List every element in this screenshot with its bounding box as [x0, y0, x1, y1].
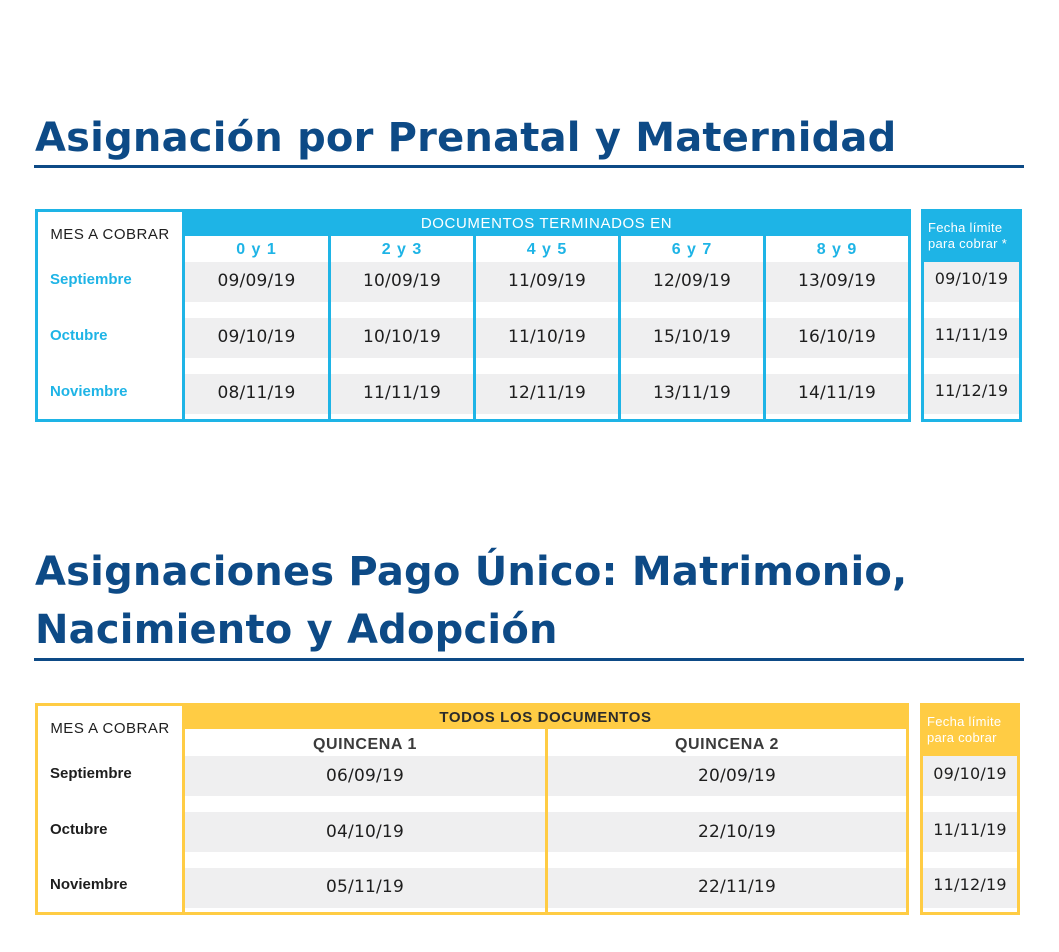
date-cell: 11/10/19 — [508, 327, 586, 347]
date-cell: 09/10/19 — [217, 327, 296, 347]
date-cell: 04/10/19 — [326, 822, 404, 842]
limit-date-cell: 11/11/19 — [934, 325, 1009, 344]
date-cell: 22/10/19 — [698, 822, 776, 842]
date-cell: 13/11/19 — [653, 383, 731, 403]
date-cell: 05/11/19 — [326, 877, 404, 897]
limit-date-cell: 09/10/19 — [933, 764, 1007, 783]
column-divider — [763, 236, 766, 419]
column-header: QUINCENA 2 — [674, 736, 780, 753]
date-cell: 22/11/19 — [698, 877, 776, 897]
limit-date-column: Fecha límite para cobrar * 09/10/19 11/1… — [921, 209, 1022, 422]
column-header: 4 y 5 — [526, 241, 568, 258]
column-divider — [182, 212, 185, 419]
limit-header-line1: Fecha límite — [928, 220, 1003, 235]
limit-header: Fecha límite para cobrar * — [924, 212, 1019, 266]
column-divider — [545, 729, 548, 912]
table-row-background — [923, 868, 1017, 908]
mes-header: MES A COBRAR — [50, 226, 170, 243]
table-row-background — [924, 318, 1019, 358]
section1-title-rule — [34, 165, 1024, 168]
mes-header: MES A COBRAR — [50, 720, 170, 737]
date-cell: 12/11/19 — [508, 383, 586, 403]
section2-title: Asignaciones Pago Único: Matrimonio, Nac… — [35, 543, 907, 659]
prenatal-schedule-table: MES A COBRAR DOCUMENTOS TERMINADOS EN 0 … — [35, 209, 911, 422]
table-row-background — [924, 262, 1019, 302]
section2-title-rule — [34, 658, 1024, 661]
limit-header-line2: para cobrar — [927, 730, 997, 745]
table-row-background — [923, 812, 1017, 852]
column-header: 8 y 9 — [816, 241, 858, 258]
date-cell: 10/10/19 — [363, 327, 441, 347]
limit-date-cell: 09/10/19 — [934, 269, 1009, 288]
limit-header-line1: Fecha límite — [927, 714, 1002, 729]
table-row-background — [923, 756, 1017, 796]
table-row-background — [185, 262, 908, 302]
column-header: 0 y 1 — [236, 241, 277, 258]
limit-header: Fecha límite para cobrar — [923, 706, 1017, 756]
table-row-background — [185, 318, 908, 358]
column-header: 6 y 7 — [671, 241, 713, 258]
date-cell: 09/09/19 — [217, 271, 296, 291]
row-label-septiembre: Septiembre — [50, 271, 132, 288]
section1-title: Asignación por Prenatal y Maternidad — [35, 115, 897, 161]
row-label-octubre: Octubre — [50, 327, 108, 344]
section2-title-line2: Nacimiento y Adopción — [35, 607, 558, 653]
date-cell: 14/11/19 — [798, 383, 876, 403]
date-cell: 12/09/19 — [653, 271, 731, 291]
column-header: 2 y 3 — [381, 241, 423, 258]
column-divider — [473, 236, 476, 419]
column-divider — [328, 236, 331, 419]
pago-unico-schedule-table: MES A COBRAR TODOS LOS DOCUMENTOS QUINCE… — [35, 703, 909, 915]
section2-title-line1: Asignaciones Pago Único: Matrimonio, — [35, 549, 908, 595]
column-divider — [618, 236, 621, 419]
date-cell: 20/09/19 — [698, 766, 776, 786]
date-cell: 11/11/19 — [363, 383, 441, 403]
date-cell: 11/09/19 — [508, 271, 586, 291]
date-cell: 10/09/19 — [363, 271, 441, 291]
date-cell: 13/09/19 — [798, 271, 876, 291]
table-row-background — [924, 374, 1019, 414]
table-row-background — [185, 374, 908, 414]
date-cell: 16/10/19 — [798, 327, 876, 347]
documents-header-band: DOCUMENTOS TERMINADOS EN — [185, 212, 908, 236]
date-cell: 15/10/19 — [653, 327, 731, 347]
column-divider — [182, 706, 185, 912]
date-cell: 06/09/19 — [326, 766, 404, 786]
limit-header-line2: para cobrar * — [928, 236, 1008, 251]
limit-date-cell: 11/11/19 — [933, 820, 1007, 839]
date-cell: 08/11/19 — [217, 383, 296, 403]
limit-date-column: Fecha límite para cobrar 09/10/19 11/11/… — [920, 703, 1020, 915]
limit-date-cell: 11/12/19 — [933, 875, 1007, 894]
column-header: QUINCENA 1 — [312, 736, 418, 753]
row-label-octubre: Octubre — [50, 821, 108, 838]
limit-date-cell: 11/12/19 — [934, 381, 1009, 400]
row-label-noviembre: Noviembre — [50, 383, 128, 400]
documents-header-band: TODOS LOS DOCUMENTOS — [185, 706, 906, 729]
row-label-septiembre: Septiembre — [50, 765, 132, 782]
row-label-noviembre: Noviembre — [50, 876, 128, 893]
